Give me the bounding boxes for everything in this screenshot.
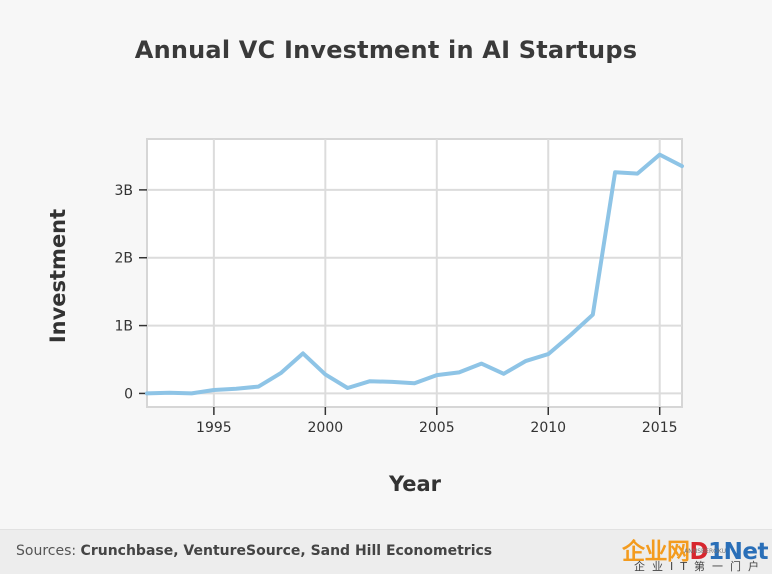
watermark-part2: D [689,539,709,565]
watermark-sub: 企业IT第一门户 [634,560,766,573]
plot-area [146,138,683,408]
y-tick-label: 2B [114,251,133,267]
y-tick-label: 0 [124,386,133,402]
watermark-logo: 企业网D1Net ANNSBEROKU 企业IT第一门户 [608,532,768,573]
sources-names: Crunchbase, VentureSource, Sand Hill Eco… [80,543,493,559]
sources-prefix: Sources: [16,543,81,559]
sources-text: Sources: Crunchbase, VentureSource, Sand… [16,543,492,559]
watermark-part1: 企业网 [622,539,690,565]
x-axis-label: Year [388,472,442,496]
chart-title: Annual VC Investment in AI Startups [134,36,638,64]
watermark-main: 企业网D1Net [622,532,768,566]
y-axis-label: Investment [46,209,70,343]
footer: Sources: Crunchbase, VentureSource, Sand… [0,529,772,574]
x-tick-label: 2005 [419,420,455,436]
x-tick-label: 1995 [196,420,232,436]
series-line [145,152,684,396]
watermark-part3: 1Net [708,539,768,565]
y-tick-label: 3B [114,183,133,199]
grid [147,139,682,407]
y-tick-label: 1B [114,319,133,335]
watermark-tiny: ANNSBEROKU [684,548,726,555]
x-tick-label: 2015 [642,420,678,436]
x-tick-label: 2010 [530,420,566,436]
x-tick-label: 2000 [308,420,344,436]
y-axis: 0 1B 2B 3B [114,183,147,402]
x-axis: 1995 2000 2005 2010 2015 [196,407,678,436]
